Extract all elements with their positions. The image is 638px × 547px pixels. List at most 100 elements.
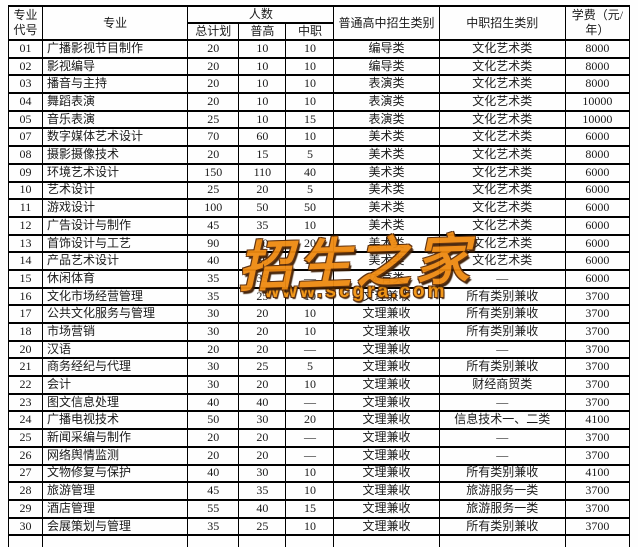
cell-fee: 6000 [564, 251, 631, 271]
table-row: 01 广播影视节目制作 20 10 10 编导类 文化艺术类 8000 [7, 39, 631, 59]
cell-pugao-count: 30 [238, 410, 287, 431]
cell-zhongzhi-count: 10 [285, 375, 335, 395]
cell-gaozhong-category: 文理兼收 [333, 322, 440, 342]
cell-zhongzhi-count: 5 [285, 145, 335, 165]
cell-major-code: 21 [7, 357, 44, 378]
cell-fee: 4100 [564, 463, 631, 484]
cell-pugao-count: 70 [238, 233, 287, 254]
cell-zhongzhi-count: — [285, 428, 335, 448]
cell-pugao-count: 60 [238, 127, 287, 148]
cell-zhongzhi-category: 所有类别兼收 [438, 463, 566, 484]
cell-zhongzhi-category: 文化艺术类 [438, 74, 566, 95]
cell-zhongzhi-count: 10 [285, 516, 335, 537]
table-row: 26 网络舆情监测 20 20 — 文理兼收 — 3700 [7, 445, 631, 466]
cell-major-name: 影视编导 [42, 56, 189, 77]
cell-pugao-count: 25 [238, 516, 287, 537]
cell-pugao-count: 35 [238, 215, 287, 236]
cell-gaozhong-category: 编导类 [333, 39, 440, 59]
cell-pugao-count: 40 [238, 498, 287, 519]
cell-gaozhong-category: 美术类 [333, 198, 440, 218]
cell-gaozhong-category: 表演类 [333, 109, 440, 130]
cell-total-plan: 40 [187, 392, 240, 413]
cell-major-name: 首饰设计与工艺 [42, 233, 189, 254]
cell-total-plan: 20 [187, 445, 240, 466]
table-body: 01 广播影视节目制作 20 10 10 编导类 文化艺术类 8000 02 影… [7, 39, 631, 547]
cell-zhongzhi-count: 10 [285, 322, 335, 342]
cell-zhongzhi-category: 所有类别兼收 [438, 322, 566, 342]
table-row: 03 播音与主持 20 10 10 表演类 文化艺术类 8000 [7, 74, 631, 95]
cell-fee: 3700 [564, 498, 631, 519]
cell-zhongzhi-count: — [285, 392, 335, 413]
cell-zhongzhi-category: 文化艺术类 [438, 180, 566, 201]
cell-zhongzhi-category: 文化艺术类 [438, 56, 566, 77]
cell-total-plan: 20 [187, 39, 240, 59]
cell-major-code: 20 [7, 339, 44, 360]
cell-gaozhong-category: 文理兼收 [333, 375, 440, 395]
cell-gaozhong-category: 文理兼收 [333, 445, 440, 466]
cell-pugao-count: 50 [238, 198, 287, 218]
cell-zhongzhi-count: 5 [285, 180, 335, 201]
table-row: 02 影视编导 20 10 10 编导类 文化艺术类 8000 [7, 56, 631, 77]
table-row: 04 舞蹈表演 20 10 10 表演类 文化艺术类 10000 [7, 92, 631, 112]
cell-zhongzhi-category: 所有类别兼收 [438, 286, 566, 307]
cell-zhongzhi-count: 10 [285, 481, 335, 501]
cell-major-code: 28 [7, 481, 44, 501]
cell-gaozhong-category: 美术类 [333, 180, 440, 201]
cell-total-plan: 25 [187, 180, 240, 201]
table-header: 专业代号 专业 人数 普通高中招生类别 中职招生类别 学费（元/年） 总计划 普… [7, 5, 631, 41]
cell-pugao-count: 20 [238, 180, 287, 201]
cell-zhongzhi-category [438, 534, 566, 547]
cell-zhongzhi-count: — [285, 268, 335, 289]
cell-pugao-count: 35 [238, 268, 287, 289]
cell-pugao-count: 25 [238, 286, 287, 307]
cell-zhongzhi-count [285, 534, 335, 547]
table-row: 12 广告设计与制作 45 35 10 美术类 文化艺术类 6000 [7, 215, 631, 236]
cell-major-name: 市场营销 [42, 322, 189, 342]
cell-pugao-count: 15 [238, 145, 287, 165]
col-header-pugao: 普高 [238, 22, 287, 41]
cell-pugao-count [238, 534, 287, 547]
table-row: 30 会展策划与管理 35 25 10 文理兼收 所有类别兼收 3700 [7, 516, 631, 537]
cell-total-plan: 40 [187, 463, 240, 484]
cell-major-code: 29 [7, 498, 44, 519]
cell-major-code: 13 [7, 233, 44, 254]
table-row: 24 广播电视技术 50 30 20 文理兼收 信息技术一、二类 4100 [7, 410, 631, 431]
col-header-total-plan: 总计划 [187, 22, 240, 41]
cell-zhongzhi-category: 财经商贸类 [438, 375, 566, 395]
cell-major-name: 会展策划与管理 [42, 516, 189, 537]
cell-fee: 3700 [564, 375, 631, 395]
cell-fee: 3700 [564, 445, 631, 466]
cell-zhongzhi-category: 文化艺术类 [438, 92, 566, 112]
cell-total-plan: 30 [187, 304, 240, 324]
table-row: 17 公共文化服务与管理 30 20 10 文理兼收 所有类别兼收 3700 [7, 304, 631, 324]
col-header-headcount: 人数 [187, 5, 335, 24]
cell-fee: 6000 [564, 233, 631, 254]
cell-zhongzhi-category: 文化艺术类 [438, 162, 566, 183]
cell-gaozhong-category: 文理兼收 [333, 498, 440, 519]
cell-major-name: 商务经纪与代理 [42, 357, 189, 378]
cell-fee [564, 534, 631, 547]
cell-gaozhong-category: 美术类 [333, 233, 440, 254]
cell-gaozhong-category: 表演类 [333, 74, 440, 95]
cell-fee: 3700 [564, 481, 631, 501]
cell-fee: 6000 [564, 162, 631, 183]
cell-zhongzhi-count: 10 [285, 56, 335, 77]
table-row: 18 市场营销 30 20 10 文理兼收 所有类别兼收 3700 [7, 322, 631, 342]
cell-gaozhong-category: 美术类 [333, 145, 440, 165]
cell-total-plan: 20 [187, 339, 240, 360]
cell-total-plan [187, 534, 240, 547]
cell-zhongzhi-category: 旅游服务一类 [438, 481, 566, 501]
cell-major-code: 24 [7, 410, 44, 431]
cell-major-code: 27 [7, 463, 44, 484]
cell-major-code: 09 [7, 162, 44, 183]
cell-fee: 3700 [564, 357, 631, 378]
cell-major-code: 17 [7, 304, 44, 324]
cell-major-code: 16 [7, 286, 44, 307]
cell-total-plan: 20 [187, 92, 240, 112]
cell-major-name: 汉语 [42, 339, 189, 360]
cell-pugao-count: 10 [238, 109, 287, 130]
cell-major-name: 游戏设计 [42, 198, 189, 218]
cell-fee: 3700 [564, 339, 631, 360]
cell-gaozhong-category: 文理兼收 [333, 516, 440, 537]
